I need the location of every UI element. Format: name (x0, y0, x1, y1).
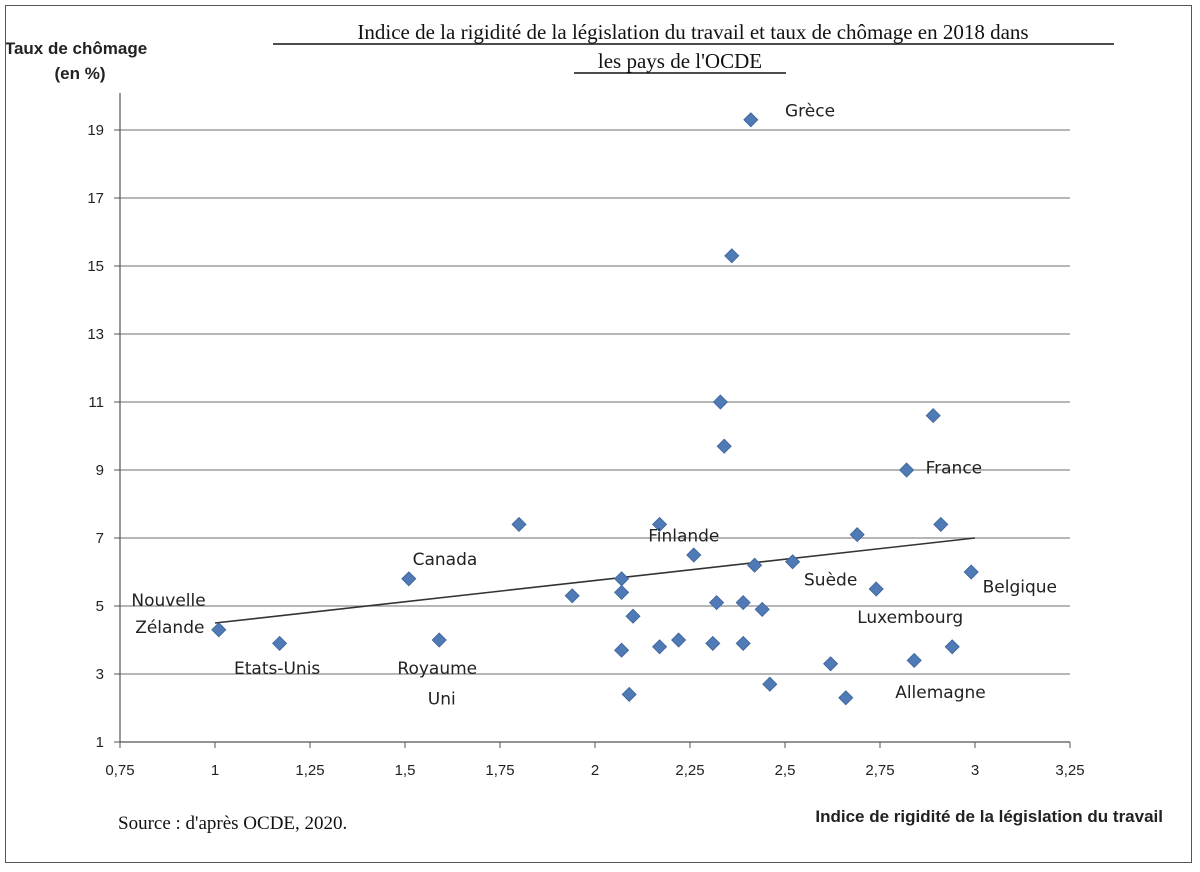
data-point (716, 438, 732, 454)
trendline-segment (214, 537, 976, 624)
data-point (899, 462, 915, 478)
x-tick-label: 1 (211, 762, 219, 779)
data-point (849, 527, 865, 543)
y-tick-label: 15 (87, 258, 104, 275)
y-tick-label: 5 (96, 598, 104, 615)
data-point (785, 554, 801, 570)
data-point (712, 394, 728, 410)
point-annotation: Belgique (983, 577, 1057, 597)
point-annotation: Uni (428, 690, 456, 710)
y-tick-label: 1 (96, 734, 104, 751)
data-point (724, 248, 740, 264)
data-point (754, 601, 770, 617)
point-annotation: Zélande (135, 618, 204, 638)
point-annotation: Royaume (397, 659, 477, 679)
y-tick-label: 7 (96, 530, 104, 547)
point-annotation: France (926, 458, 983, 478)
x-tick-label: 1,75 (485, 762, 514, 779)
y-tick-label: 17 (87, 190, 104, 207)
data-point (868, 581, 884, 597)
chart-frame: 1 3 5 7 9 11 13 15 17 19 0,75 1 1,25 1,5 1,75 2 2,25 2,5 2… (5, 5, 1192, 863)
data-point (933, 516, 949, 532)
data-point (963, 564, 979, 580)
y-tick-label: 3 (96, 666, 104, 683)
point-annotation: Luxembourg (857, 608, 963, 628)
x-tick-label: 3 (971, 762, 979, 779)
y-tick-label: 13 (87, 326, 104, 343)
data-point (211, 622, 227, 638)
data-point (705, 635, 721, 651)
y-axis-title-line-1: Taux de chômage (6, 39, 147, 58)
data-point (925, 408, 941, 424)
y-tick-label: 9 (96, 462, 104, 479)
x-tick-label: 2,25 (675, 762, 704, 779)
data-point (614, 571, 630, 587)
x-tick-label: 2,5 (775, 762, 796, 779)
data-point (401, 571, 417, 587)
data-point (272, 635, 288, 651)
data-point (838, 690, 854, 706)
point-annotation: Nouvelle (131, 591, 205, 611)
source-note: Source : d'après OCDE, 2020. (118, 813, 347, 834)
point-annotation: Canada (413, 550, 478, 570)
x-tick-label: 1,25 (295, 762, 324, 779)
point-annotation: Allemagne (895, 683, 986, 703)
data-point (614, 642, 630, 658)
data-point (671, 632, 687, 648)
axes (114, 93, 1071, 748)
data-point (906, 652, 922, 668)
data-point (625, 608, 641, 624)
data-point (431, 632, 447, 648)
data-point (614, 584, 630, 600)
data-points (211, 112, 979, 706)
grid (120, 129, 1070, 675)
chart-title-line-2: les pays de l'OCDE (598, 49, 762, 73)
data-point (762, 676, 778, 692)
trendline (214, 537, 976, 624)
data-point (735, 635, 751, 651)
point-annotation: Finlande (648, 526, 719, 546)
data-point (944, 639, 960, 655)
annotations: Grèce France Finlande Canada Suède Belgique No… (131, 101, 1057, 709)
x-tick-label: 1,5 (395, 762, 416, 779)
point-annotation: Grèce (785, 101, 835, 121)
x-axis-title: Indice de rigidité de la législation du … (815, 807, 1163, 826)
x-tick-label: 2,75 (865, 762, 894, 779)
data-point (652, 639, 668, 655)
x-tick-label: 2 (591, 762, 599, 779)
data-point (735, 595, 751, 611)
data-point (686, 547, 702, 563)
x-tick-label: 3,25 (1055, 762, 1084, 779)
x-tick-label: 0,75 (105, 762, 134, 779)
data-point (652, 516, 668, 532)
y-tick-label: 19 (87, 122, 104, 139)
y-tick-label: 11 (88, 394, 104, 411)
y-axis-title-line-2: (en %) (55, 64, 106, 83)
point-annotation: Etats-Unis (234, 659, 320, 679)
chart-title-line-1: Indice de la rigidité de la législation … (357, 20, 1028, 44)
data-point (709, 595, 725, 611)
data-point (511, 516, 527, 532)
data-point (747, 557, 763, 573)
data-point (743, 112, 759, 128)
data-point (823, 656, 839, 672)
data-point (564, 588, 580, 604)
point-annotation: Suède (804, 571, 857, 591)
data-point (621, 686, 637, 702)
